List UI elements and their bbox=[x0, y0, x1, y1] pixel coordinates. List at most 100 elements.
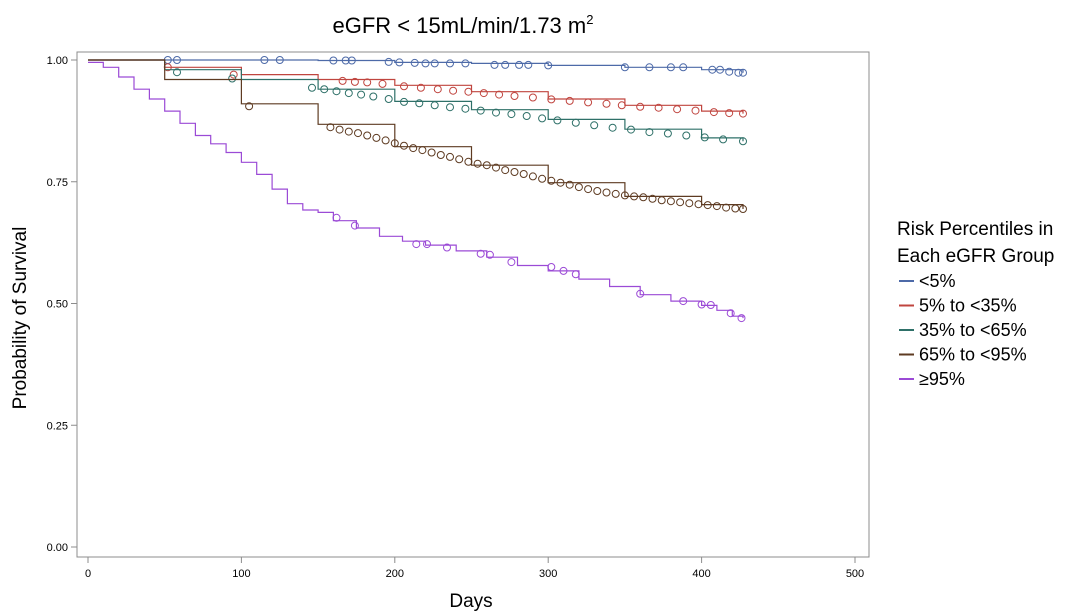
censor-marker bbox=[726, 309, 735, 318]
legend: Risk Percentiles in Each eGFR Group <5% 5… bbox=[897, 219, 1054, 389]
censor-marker bbox=[464, 87, 473, 96]
censor-marker bbox=[446, 103, 454, 112]
censor-marker bbox=[381, 136, 390, 145]
censor-marker bbox=[709, 108, 718, 117]
chart-title-superscript: 2 bbox=[586, 12, 593, 27]
censor-marker bbox=[461, 104, 470, 113]
censor-marker bbox=[335, 125, 344, 134]
censor-marker bbox=[739, 205, 747, 213]
censor-marker bbox=[228, 74, 237, 83]
series-line bbox=[88, 59, 744, 209]
censor-marker bbox=[400, 82, 408, 91]
censor-marker bbox=[490, 60, 499, 69]
censor-marker bbox=[363, 131, 372, 140]
censor-marker bbox=[590, 121, 599, 130]
censor-marker bbox=[630, 192, 639, 201]
legend-title-line-2: Each eGFR Group bbox=[897, 246, 1054, 267]
censor-marker bbox=[636, 102, 645, 111]
censor-marker bbox=[700, 133, 709, 142]
censor-marker bbox=[341, 56, 350, 65]
censor-marker bbox=[492, 108, 500, 117]
censor-marker bbox=[544, 61, 553, 70]
censor-marker bbox=[538, 174, 547, 183]
censor-marker bbox=[657, 196, 666, 205]
censor-marker bbox=[739, 68, 747, 77]
censor-marker bbox=[528, 172, 537, 181]
censor-marker bbox=[571, 118, 580, 127]
y-tick-label: 1.00 bbox=[47, 55, 68, 67]
censor-marker bbox=[390, 139, 399, 148]
legend-entry-label: 35% to <65% bbox=[919, 320, 1027, 340]
censor-marker bbox=[739, 109, 747, 118]
censor-marker bbox=[571, 270, 580, 279]
censor-marker bbox=[436, 151, 445, 159]
censor-marker bbox=[308, 83, 316, 92]
censor-marker bbox=[725, 67, 734, 76]
y-tick-label: 0.75 bbox=[47, 177, 68, 189]
censor-marker bbox=[446, 59, 454, 68]
censor-marker bbox=[357, 90, 366, 99]
censor-marker bbox=[400, 97, 408, 106]
censor-marker bbox=[666, 197, 675, 206]
censor-marker bbox=[725, 109, 734, 118]
y-axis: 0.00 0.25 0.50 0.75 1.00 bbox=[47, 55, 77, 554]
censor-marker bbox=[547, 263, 556, 271]
censor-marker bbox=[538, 114, 547, 123]
censor-marker bbox=[338, 76, 347, 85]
series-1 bbox=[88, 56, 747, 77]
censor-marker bbox=[461, 59, 470, 68]
censor-marker bbox=[446, 152, 454, 161]
censor-marker bbox=[716, 65, 724, 74]
censor-marker bbox=[173, 68, 181, 77]
y-axis-label: Probability of Survival bbox=[10, 227, 31, 410]
censor-marker bbox=[455, 155, 464, 164]
censor-marker bbox=[712, 202, 721, 211]
censor-marker bbox=[332, 87, 341, 96]
series-line bbox=[88, 59, 744, 142]
censor-marker bbox=[275, 56, 284, 64]
censor-marker bbox=[354, 129, 362, 138]
censor-marker bbox=[679, 297, 688, 306]
censor-marker bbox=[719, 135, 728, 144]
censor-marker bbox=[739, 137, 747, 146]
censor-marker bbox=[722, 203, 731, 212]
x-tick-label: 400 bbox=[692, 568, 710, 580]
series-line bbox=[88, 61, 744, 319]
censor-marker bbox=[522, 112, 531, 120]
x-tick-label: 100 bbox=[232, 568, 250, 580]
x-tick-label: 500 bbox=[846, 568, 864, 580]
series-line bbox=[88, 59, 744, 114]
censor-marker bbox=[636, 289, 645, 298]
legend-entry-label: 5% to <35% bbox=[919, 296, 1017, 316]
censor-marker bbox=[663, 129, 672, 138]
censor-marker bbox=[510, 92, 519, 100]
censor-marker bbox=[378, 79, 387, 88]
x-tick-label: 300 bbox=[539, 568, 557, 580]
censor-marker bbox=[395, 58, 404, 67]
censor-marker bbox=[574, 183, 583, 192]
legend-entry-label: <5% bbox=[919, 271, 956, 291]
censor-marker bbox=[547, 176, 556, 185]
censor-marker bbox=[602, 188, 611, 197]
censor-marker bbox=[326, 123, 335, 132]
censor-marker bbox=[347, 56, 356, 65]
series-layer bbox=[88, 56, 747, 323]
censor-marker bbox=[691, 106, 700, 115]
censor-marker bbox=[372, 133, 381, 142]
censor-marker bbox=[350, 221, 359, 230]
censor-marker bbox=[706, 301, 715, 309]
censor-marker bbox=[495, 90, 504, 99]
x-tick-label: 200 bbox=[386, 568, 404, 580]
censor-marker bbox=[584, 185, 593, 194]
censor-marker bbox=[648, 194, 657, 203]
x-tick-label: 0 bbox=[85, 568, 91, 580]
censor-marker bbox=[479, 89, 488, 98]
censor-marker bbox=[515, 60, 524, 69]
censor-marker bbox=[559, 266, 568, 275]
censor-marker bbox=[737, 314, 746, 323]
x-axis-label: Days bbox=[449, 591, 492, 612]
censor-marker bbox=[443, 243, 451, 252]
censor-marker bbox=[412, 240, 421, 249]
censor-marker bbox=[400, 141, 408, 150]
